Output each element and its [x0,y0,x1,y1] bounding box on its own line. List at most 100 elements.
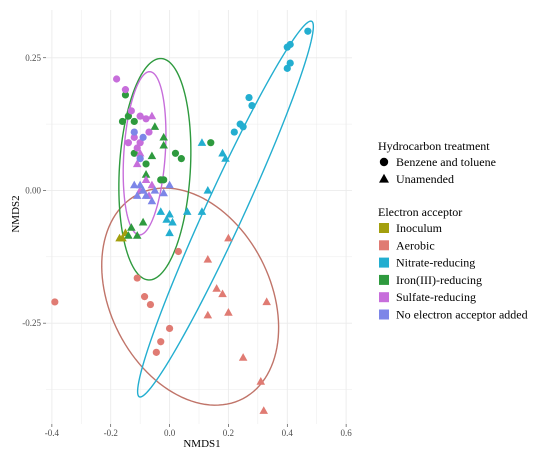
point-sulfate-reducing [141,175,151,183]
point-nitrate-reducing [283,43,291,51]
x-tick-label: 0.2 [223,428,234,438]
point-sulfate-reducing [113,75,121,83]
point-iron-iii-reducing [171,149,180,157]
point-no-electron-acceptor-added [132,191,142,199]
point-aerobic [203,254,213,263]
point-nitrate-reducing [165,209,174,218]
legend-key-circle [379,157,389,167]
point-aerobic [165,324,174,333]
point-sulfate-reducing [121,86,130,94]
point-sulfate-reducing [147,111,157,120]
point-aerobic [140,293,149,301]
legend-swatch [379,240,389,251]
ellipse-nitrate-reducing [136,20,315,398]
point-iron-iii-reducing [130,117,138,126]
point-nitrate-reducing [283,64,291,72]
y-tick-label: 0.00 [25,185,41,195]
point-aerobic [146,300,155,309]
shape-legend-title: Hydrocarbon treatment [378,139,490,153]
color-legend-title: Electron acceptor [378,205,462,219]
point-nitrate-reducing [197,207,207,215]
point-nitrate-reducing [165,228,174,237]
point-sulfate-reducing [133,144,141,152]
point-iron-iii-reducing [147,151,157,160]
point-no-electron-acceptor-added [150,185,160,194]
point-nitrate-reducing [168,217,177,226]
x-tick-label: 0.0 [164,428,176,438]
points-layer [51,27,312,414]
point-iron-iii-reducing [142,160,150,168]
point-iron-iii-reducing [132,231,142,239]
point-sulfate-reducing [132,159,142,168]
point-sulfate-reducing [127,107,135,115]
color-legend-label: No electron acceptor added [396,308,528,322]
point-aerobic [174,247,183,256]
point-aerobic [224,308,233,316]
point-iron-iii-reducing [159,132,168,141]
point-nitrate-reducing [182,207,192,215]
point-nitrate-reducing [162,215,171,223]
point-no-electron-acceptor-added [135,180,145,189]
x-tick-label: 0.4 [282,428,294,438]
color-legend-label: Aerobic [396,238,435,252]
x-axis-ticks: -0.4 -0.2 0.0 0.2 0.4 0.6 [45,424,352,438]
point-nitrate-reducing [218,148,227,157]
point-sulfate-reducing [136,139,144,147]
shape-legend-label: Benzene and toluene [396,155,496,169]
point-sulfate-reducing [142,115,150,123]
grid [46,10,352,424]
color-legend-label: Iron(III)-reducing [396,273,482,287]
legend-key-triangle [379,173,389,183]
y-tick-label: -0.25 [22,318,41,328]
y-axis-title: NMDS2 [10,195,22,232]
point-iron-iii-reducing [138,217,148,226]
point-no-electron-acceptor-added [141,191,151,199]
point-iron-iii-reducing [150,122,160,130]
point-nitrate-reducing [230,128,238,136]
color-legend-label: Inoculum [396,221,443,235]
point-nitrate-reducing [286,59,294,67]
point-no-electron-acceptor-added [129,180,139,189]
x-tick-label: 0.6 [340,428,352,438]
point-nitrate-reducing [221,154,230,162]
legend-swatch [379,274,389,285]
point-aerobic [238,353,248,361]
point-iron-iii-reducing [207,139,215,147]
point-aerobic [256,377,266,385]
legend-swatch [379,292,389,303]
point-aerobic [203,310,213,319]
point-aerobic [259,406,269,414]
legend-swatch [379,223,389,233]
point-no-electron-acceptor-added [165,180,174,189]
point-iron-iii-reducing [127,223,136,231]
point-sulfate-reducing [145,128,153,136]
point-aerobic [157,338,165,346]
point-aerobic [262,297,271,306]
point-nitrate-reducing [156,207,166,215]
point-iron-iii-reducing [118,117,127,126]
point-nitrate-reducing [248,101,256,110]
point-aerobic [133,274,141,282]
point-no-electron-acceptor-added [147,196,157,205]
legend-swatch [379,257,389,268]
point-aerobic [152,348,160,356]
point-no-electron-acceptor-added [130,128,138,136]
y-axis-ticks: -0.25 0.00 0.25 [22,53,46,328]
point-inoculum [118,233,127,242]
legend-swatch [379,309,389,320]
y-tick-label: 0.25 [25,53,41,63]
point-sulfate-reducing [135,148,145,157]
x-tick-label: -0.4 [45,428,60,438]
point-aerobic [51,298,59,306]
point-iron-iii-reducing [177,155,185,163]
point-aerobic [212,284,221,292]
point-iron-iii-reducing [141,170,151,178]
x-tick-label: -0.2 [104,428,118,438]
ellipse-sulfate-reducing [122,70,167,236]
color-legend-label: Nitrate-reducing [396,256,475,270]
color-legend: Electron acceptor Inoculum Aerobic Nitrate… [378,205,528,322]
point-sulfate-reducing [130,133,138,141]
point-no-electron-acceptor-added [136,155,144,163]
point-sulfate-reducing [124,139,132,147]
ellipses-layer [101,20,315,406]
